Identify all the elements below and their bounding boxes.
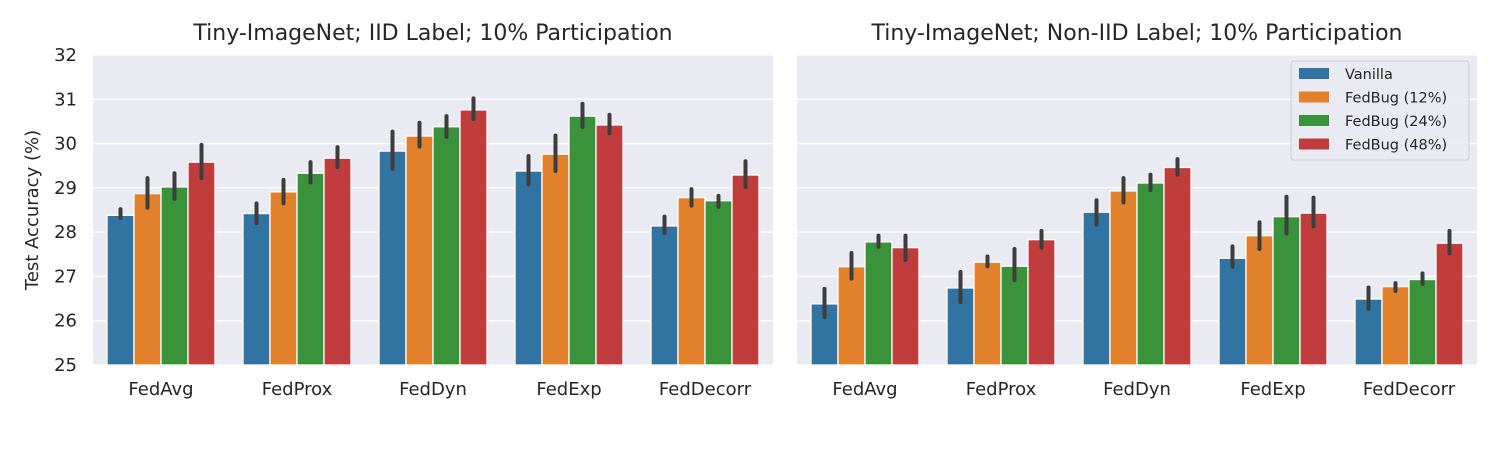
bar-fedexp-1 [1245, 235, 1274, 366]
bar-fedavg-0 [106, 214, 135, 366]
bar-feddyn-3 [459, 109, 488, 366]
bar-fedprox-2 [1000, 265, 1029, 366]
bar-feddecorr-0 [650, 225, 679, 366]
bar-feddecorr-1 [1381, 285, 1410, 366]
bar-fedexp-1 [541, 153, 570, 366]
x-tick-label: FedAvg [832, 379, 897, 400]
x-tick-label: FedExp [1240, 379, 1305, 400]
x-tick-label: FedExp [536, 379, 601, 400]
bar-fedexp-3 [1299, 212, 1328, 366]
bar-feddecorr-3 [731, 174, 760, 366]
bar-fedavg-3 [891, 246, 920, 366]
x-tick-label: FedProx [262, 379, 333, 400]
legend-swatch [1299, 91, 1329, 103]
legend-swatch [1299, 68, 1329, 79]
legend-swatch [1299, 138, 1329, 150]
bar-feddyn-0 [1082, 211, 1111, 366]
bar-fedprox-1 [269, 191, 298, 366]
x-tick-label: FedDyn [1103, 379, 1171, 400]
bar-feddyn-2 [432, 126, 461, 366]
bar-fedavg-2 [864, 241, 893, 366]
bar-feddecorr-1 [677, 196, 706, 366]
bar-fedprox-3 [1027, 239, 1056, 366]
chart-panel-iid: 25 26 27 28 29 30 31 32 FedAvg FedProx FedDyn FedE… [54, 21, 773, 400]
bar-feddyn-2 [1136, 182, 1165, 366]
y-tick-label: 26 [54, 311, 77, 332]
bar-fedprox-1 [973, 261, 1002, 366]
bar-feddyn-1 [405, 135, 434, 366]
y-axis-label: Test Accuracy (%) [22, 130, 43, 291]
x-tick-label: FedProx [966, 379, 1037, 400]
bar-fedexp-0 [1218, 257, 1247, 366]
x-tick-label: FedDyn [399, 379, 467, 400]
legend-frame [1290, 60, 1470, 161]
x-tick-label: FedAvg [128, 379, 193, 400]
legend-label: FedBug (24%) [1345, 114, 1447, 130]
bar-fedavg-2 [160, 186, 189, 366]
bar-fedexp-2 [1272, 215, 1301, 366]
legend-label: Vanilla [1345, 67, 1393, 83]
bar-feddecorr-2 [1408, 278, 1437, 366]
y-tick-label: 25 [54, 355, 77, 376]
bar-feddecorr-2 [704, 200, 733, 366]
y-tick-label: 28 [54, 222, 77, 243]
legend-swatch [1299, 115, 1329, 126]
y-tick-label: 32 [54, 45, 77, 66]
bar-fedavg-3 [187, 161, 216, 366]
y-tick-label: 30 [54, 134, 77, 155]
bar-fedexp-0 [514, 170, 543, 366]
bar-feddecorr-3 [1435, 242, 1464, 366]
legend-label: FedBug (48%) [1345, 138, 1447, 154]
x-tick-label: FedDecorr [1363, 379, 1456, 400]
bar-fedprox-2 [296, 172, 325, 366]
bar-fedexp-2 [568, 115, 597, 366]
bar-feddyn-0 [378, 150, 407, 366]
bar-fedprox-3 [323, 157, 352, 366]
bar-fedexp-3 [595, 124, 624, 366]
chart-title: Tiny-ImageNet; Non-IID Label; 10% Partic… [870, 21, 1402, 46]
y-tick-label: 27 [54, 266, 77, 287]
chart-title: Tiny-ImageNet; IID Label; 10% Participat… [192, 21, 672, 46]
x-tick-label: FedDecorr [659, 379, 752, 400]
bar-fedprox-0 [242, 212, 271, 366]
bar-fedavg-1 [133, 192, 162, 366]
legend-label: FedBug (12%) [1345, 91, 1447, 107]
y-tick-label: 31 [54, 89, 77, 110]
legend: Vanilla FedBug (12%) FedBug (24%) FedBug (4… [1290, 60, 1470, 161]
bar-fedavg-1 [837, 266, 866, 366]
bar-feddyn-3 [1163, 166, 1192, 366]
y-tick-label: 29 [54, 178, 77, 199]
bar-feddyn-1 [1109, 190, 1138, 366]
